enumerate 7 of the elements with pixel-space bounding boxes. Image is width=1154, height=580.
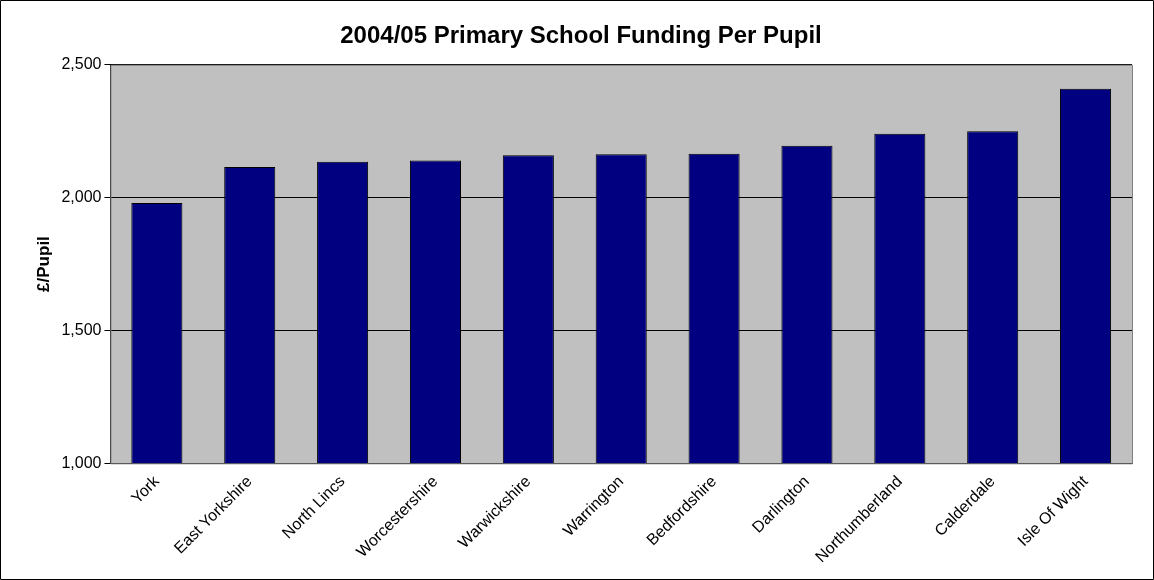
y-tick-label: 1,000 bbox=[61, 453, 102, 471]
x-tick-label: York bbox=[127, 471, 163, 507]
chart-title: 2004/05 Primary School Funding Per Pupil bbox=[340, 21, 822, 49]
y-tick-label: 2,500 bbox=[61, 55, 102, 73]
y-axis-title: £/Pupil bbox=[33, 236, 53, 292]
y-tick-label: 2,000 bbox=[61, 188, 102, 206]
y-tick-label: 1,500 bbox=[61, 320, 102, 338]
